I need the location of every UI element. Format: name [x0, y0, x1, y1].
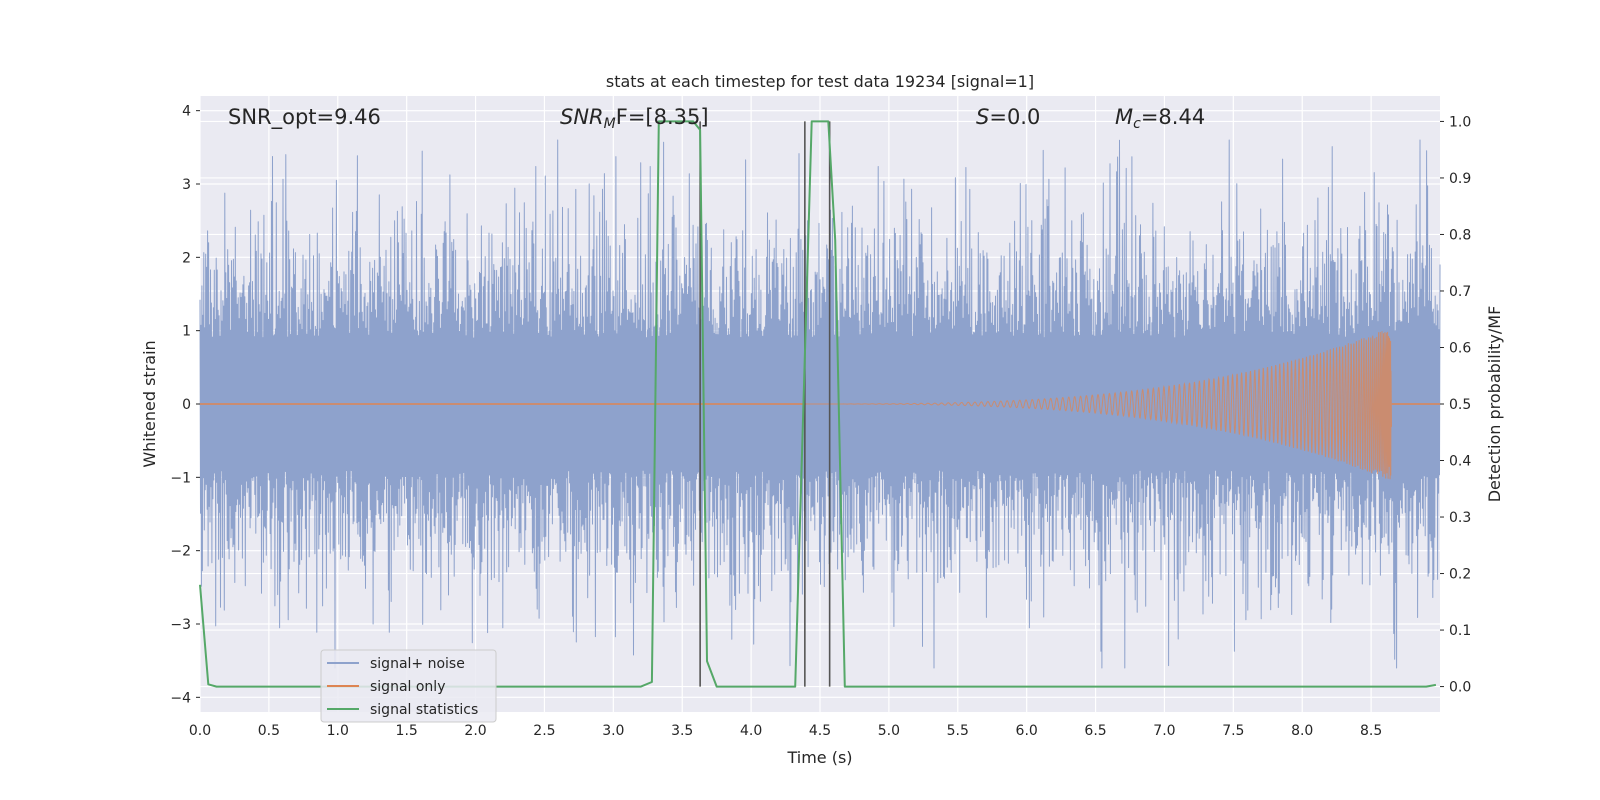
annotation-snr-mf-sub: M [604, 116, 616, 132]
x-tick-label: 2.0 [464, 723, 486, 739]
x-tick-label: 0.0 [189, 723, 211, 739]
legend: signal+ noise signal only signal statist… [320, 649, 497, 723]
x-tick-label: 7.5 [1222, 723, 1244, 739]
y-left-tick-label: 3 [182, 177, 191, 193]
y-right-tick-label: 0.0 [1449, 680, 1471, 696]
annotation-snr-opt: SNR_opt=9.46 [228, 105, 381, 130]
y-left-tick-label: −1 [170, 470, 191, 486]
x-tick-label: 4.5 [809, 723, 831, 739]
y-right-tick-label: 1.0 [1449, 114, 1471, 130]
y-right-tick-label: 0.8 [1449, 227, 1471, 243]
y-axis-left-label: Whitened strain [140, 340, 159, 467]
x-tick-label: 7.0 [1153, 723, 1175, 739]
x-tick-label: 8.5 [1360, 723, 1382, 739]
y-left-tick-label: 0 [182, 397, 191, 413]
x-tick-label: 4.0 [740, 723, 762, 739]
x-axis-ticks: 0.0 0.5 1.0 1.5 2.0 2.5 3.0 3.5 4.0 4.5 5.0 5.5 6.0 6… [189, 723, 1382, 739]
series-signal-plus-noise [199, 139, 1441, 669]
y-axis-right-label: Detection probability/MF [1485, 306, 1504, 503]
annotation-mc-main: M [1115, 105, 1133, 129]
y-right-tick-label: 0.9 [1449, 171, 1471, 187]
y-right-tick-label: 0.7 [1449, 284, 1471, 300]
x-tick-label: 2.5 [533, 723, 555, 739]
y-right-tick-label: 0.4 [1449, 454, 1471, 470]
legend-label-signal-statistics: signal statistics [370, 702, 478, 718]
y-axis-left-ticks: 4 3 2 1 0 −1 −2 −3 −4 [170, 104, 200, 706]
annotation-s-main: S [976, 105, 989, 129]
annotation-snr-mf: SNRMF=[8.35] [560, 105, 709, 132]
x-tick-label: 3.5 [671, 723, 693, 739]
annotation-mc-rest: =8.44 [1141, 105, 1205, 129]
annotation-mc-sub: c [1133, 116, 1141, 132]
x-axis-label: Time (s) [786, 748, 852, 767]
legend-label-signal-only: signal only [370, 679, 445, 695]
y-left-tick-label: −3 [170, 617, 191, 633]
y-right-tick-label: 0.3 [1449, 510, 1471, 526]
x-tick-label: 6.5 [1084, 723, 1106, 739]
annotation-snr-mf-main: SNR [560, 105, 604, 129]
series-signal-statistics [199, 120, 1437, 688]
annotation-s-rest: =0.0 [989, 105, 1040, 129]
x-tick-label: 5.0 [878, 723, 900, 739]
y-left-tick-label: 4 [182, 104, 191, 120]
x-tick-label: 8.0 [1291, 723, 1313, 739]
x-tick-label: 6.0 [1016, 723, 1038, 739]
y-left-tick-label: 1 [182, 324, 191, 340]
x-tick-label: 0.5 [258, 723, 280, 739]
y-right-tick-label: 0.2 [1449, 567, 1471, 583]
y-left-tick-label: 2 [182, 250, 191, 266]
annotation-mc: Mc=8.44 [1115, 105, 1205, 132]
vertical-markers [699, 121, 831, 687]
y-right-tick-label: 0.1 [1449, 623, 1471, 639]
annotation-s: S=0.0 [976, 105, 1040, 129]
y-left-tick-label: −2 [170, 544, 191, 560]
legend-label-signal-plus-noise: signal+ noise [370, 656, 465, 672]
y-right-tick-label: 0.6 [1449, 340, 1471, 356]
x-tick-label: 5.5 [947, 723, 969, 739]
y-right-tick-label: 0.5 [1449, 397, 1471, 413]
x-tick-label: 1.5 [396, 723, 418, 739]
series-signal-only [806, 331, 1392, 480]
x-tick-label: 3.0 [602, 723, 624, 739]
x-tick-label: 1.0 [327, 723, 349, 739]
legend-box [320, 649, 497, 723]
chart-title: stats at each timestep for test data 192… [606, 72, 1034, 91]
y-left-tick-label: −4 [170, 690, 191, 706]
y-axis-right-ticks: 1.0 0.9 0.8 0.7 0.6 0.5 0.4 0.3 0.2 0.1 0.0 [1440, 114, 1471, 696]
annotation-snr-mf-rest: F=[8.35] [616, 105, 709, 129]
